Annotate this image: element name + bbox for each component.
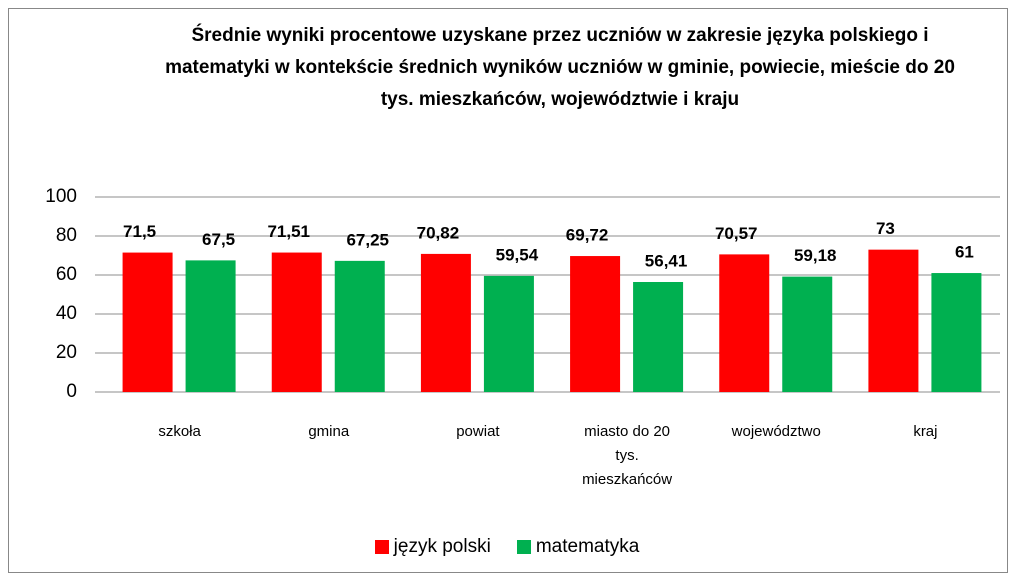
- x-tick-label: miasto do 20 tys. mieszkańców: [582, 423, 673, 488]
- y-tick-label: 20: [56, 342, 77, 363]
- bar: [931, 273, 982, 392]
- legend-label: język polski: [393, 536, 491, 557]
- data-label: 71,5: [123, 222, 156, 241]
- bar: [782, 276, 833, 392]
- x-tick-label: powiat: [456, 423, 500, 440]
- bar: [185, 260, 236, 392]
- x-tick-label: szkoła: [158, 423, 201, 440]
- data-label: 59,54: [496, 245, 539, 264]
- chart-border: [8, 8, 1008, 573]
- data-label: 73: [876, 219, 895, 238]
- legend-item: język polski: [374, 536, 491, 558]
- x-tick-label: kraj: [913, 423, 938, 440]
- bar: [570, 256, 621, 392]
- bar: [334, 260, 385, 392]
- data-label: 70,57: [715, 224, 758, 243]
- y-tick-label: 80: [56, 225, 77, 246]
- bar: [420, 253, 471, 392]
- data-label: 61: [955, 243, 974, 262]
- legend-swatch: [374, 540, 389, 554]
- data-label: 59,18: [794, 246, 837, 265]
- y-tick-label: 40: [56, 303, 77, 324]
- x-tick-label: województwo: [731, 423, 821, 440]
- data-label: 56,41: [645, 251, 688, 270]
- legend: język polski matematyka: [0, 536, 1014, 558]
- legend-label: matematyka: [535, 536, 640, 557]
- y-tick-label: 60: [56, 264, 77, 285]
- chart-title: Średnie wyniki procentowe uzyskane przez…: [165, 25, 955, 110]
- legend-item: matematyka: [516, 536, 640, 558]
- data-label: 67,25: [346, 230, 389, 249]
- bar: [719, 254, 770, 392]
- x-tick-label: gmina: [308, 423, 350, 440]
- legend-swatch: [516, 540, 531, 554]
- data-label: 67,5: [202, 230, 235, 249]
- bar: [483, 275, 534, 392]
- data-label: 70,82: [417, 223, 460, 242]
- y-tick-label: 0: [66, 381, 77, 402]
- bar: [868, 249, 919, 392]
- data-label: 69,72: [566, 226, 609, 245]
- data-label: 71,51: [267, 222, 310, 241]
- bar: [633, 282, 684, 392]
- y-tick-label: 100: [45, 186, 77, 207]
- bar: [122, 252, 173, 392]
- bar: [271, 252, 322, 392]
